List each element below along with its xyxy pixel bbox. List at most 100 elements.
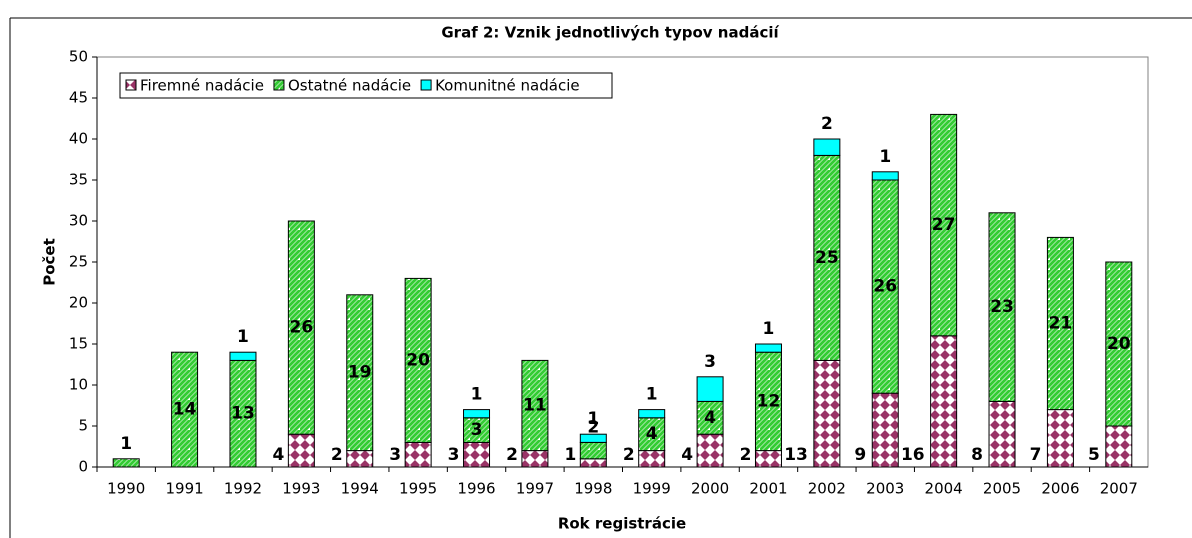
bar-segment (463, 417, 491, 443)
data-label: 1 (120, 434, 132, 454)
chart-title: Graf 2: Vznik jednotlivých typov nadácií (441, 24, 779, 42)
data-label: 2 (506, 445, 518, 465)
bar-segment (579, 433, 607, 443)
y-tick-label: 0 (78, 458, 88, 476)
data-label: 5 (1088, 445, 1100, 465)
bar-segment (579, 458, 607, 468)
y-tick-label: 45 (69, 89, 88, 107)
data-label: 1 (564, 445, 576, 465)
bar-segment (521, 359, 549, 452)
x-tick-label: 1993 (282, 480, 320, 498)
bar-segment (171, 351, 199, 468)
y-tick-label: 50 (69, 48, 88, 66)
data-label: 1 (646, 385, 658, 405)
bar-segment (638, 417, 666, 452)
x-axis-label: Rok registrácie (558, 515, 686, 533)
data-label: 13 (784, 445, 808, 465)
bar-segment (1105, 425, 1133, 468)
data-label: 4 (704, 408, 716, 428)
bar-segment (1046, 236, 1074, 411)
bar-segment (696, 376, 724, 402)
bar-segment (521, 450, 549, 468)
bar-segment (930, 113, 958, 337)
x-tick-label: 2001 (749, 480, 787, 498)
x-tick-label: 2004 (925, 480, 963, 498)
data-label: 26 (290, 318, 314, 338)
data-label: 3 (448, 445, 460, 465)
y-tick-label: 40 (69, 130, 88, 148)
bar-segment (287, 433, 315, 468)
data-label: 20 (1107, 334, 1131, 354)
y-tick-label: 35 (69, 171, 88, 189)
data-label: 2 (740, 445, 752, 465)
y-tick-label: 30 (69, 212, 88, 230)
bar-segment (988, 212, 1016, 402)
x-tick-label: 1991 (165, 480, 203, 498)
bar-segment (754, 450, 782, 468)
bar-segment (346, 450, 374, 468)
data-label: 12 (757, 391, 781, 411)
y-tick-label: 10 (69, 376, 88, 394)
bar-segment (346, 294, 374, 452)
data-label: 21 (1049, 314, 1073, 334)
bar-segment (404, 277, 432, 443)
bar-segment (696, 433, 724, 468)
data-label: 11 (523, 396, 547, 416)
data-label: 26 (873, 277, 897, 297)
x-tick-label: 2007 (1100, 480, 1138, 498)
x-tick-label: 1999 (633, 480, 671, 498)
data-label: 19 (348, 363, 372, 383)
bar-segment (871, 392, 899, 468)
legend-label: Firemné nadácie (140, 77, 264, 95)
y-tick-label: 5 (78, 417, 88, 435)
bar-segment (871, 179, 899, 394)
data-label: 25 (815, 248, 839, 268)
data-label: 4 (646, 424, 658, 444)
data-label: 2 (821, 114, 833, 134)
bar-segment (638, 409, 666, 419)
x-tick-label: 1997 (516, 480, 554, 498)
data-label: 7 (1030, 445, 1042, 465)
legend-swatch (273, 79, 285, 91)
data-label: 1 (471, 385, 483, 405)
x-tick-label: 2005 (983, 480, 1021, 498)
bar-segment (871, 171, 899, 181)
data-label: 3 (704, 352, 716, 372)
data-label: 1 (763, 319, 775, 339)
bar-segment (754, 343, 782, 353)
bar-segment (638, 450, 666, 468)
bar-segment (696, 400, 724, 435)
legend-swatch (125, 79, 137, 91)
data-label: 9 (854, 445, 866, 465)
y-tick-label: 15 (69, 335, 88, 353)
data-label: 3 (471, 420, 483, 440)
bar-segment (930, 335, 958, 468)
legend: Firemné nadácie Ostatné nadácie Komunitné … (119, 72, 613, 99)
bar-segment (579, 441, 607, 460)
y-tick-label: 20 (69, 294, 88, 312)
data-label: 27 (932, 215, 956, 235)
bar-segment (813, 359, 841, 468)
data-label: 1 (879, 147, 891, 167)
bar-segment (112, 458, 140, 468)
legend-box (119, 72, 613, 99)
data-label: 4 (681, 445, 693, 465)
data-label: 3 (389, 445, 401, 465)
x-tick-label: 1998 (574, 480, 612, 498)
data-label: 2 (623, 445, 635, 465)
bar-segment (1105, 261, 1133, 427)
legend-swatch (420, 79, 432, 91)
bar-segment (287, 220, 315, 435)
x-tick-label: 2000 (691, 480, 729, 498)
x-tick-label: 1995 (399, 480, 437, 498)
y-axis-label: Počet (41, 238, 59, 286)
data-label: 23 (990, 297, 1014, 317)
x-tick-label: 1992 (224, 480, 262, 498)
bar-segment (1046, 409, 1074, 468)
data-label: 4 (273, 445, 285, 465)
bar-segment (754, 351, 782, 452)
bar-segment (463, 441, 491, 468)
data-label: 20 (406, 350, 430, 370)
x-tick-label: 1996 (457, 480, 495, 498)
